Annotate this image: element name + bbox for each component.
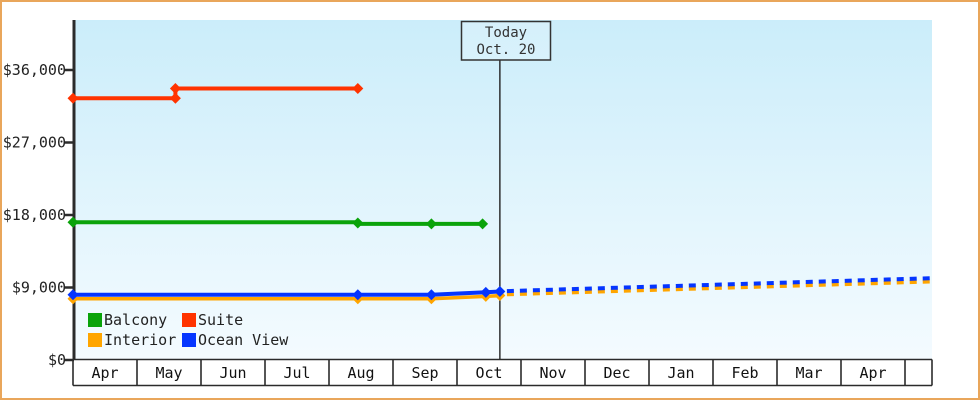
y-axis-label: $9,000 bbox=[12, 279, 66, 297]
month-label: Feb bbox=[731, 364, 758, 382]
legend-item-suite: Suite bbox=[182, 310, 288, 330]
y-axis-label: $0 bbox=[48, 351, 66, 369]
data-point-suite bbox=[169, 92, 181, 104]
y-axis-label: $27,000 bbox=[3, 134, 66, 152]
month-label: Apr bbox=[91, 364, 118, 382]
month-label: Sep bbox=[411, 364, 438, 382]
legend-item-interior: Interior bbox=[88, 330, 182, 350]
y-axis-label: $18,000 bbox=[3, 206, 66, 224]
ocean-view-color-swatch bbox=[182, 333, 196, 347]
data-point-balcony bbox=[67, 216, 79, 228]
month-label: Nov bbox=[539, 364, 566, 382]
legend-label-ocean-view: Ocean View bbox=[198, 331, 289, 349]
balcony-color-swatch bbox=[88, 313, 102, 327]
today-date-label: Oct. 20 bbox=[476, 42, 535, 58]
month-label: May bbox=[155, 364, 182, 382]
data-point-ocean-view bbox=[480, 286, 492, 298]
plot-background bbox=[73, 20, 932, 359]
month-label: Dec bbox=[603, 364, 630, 382]
legend-label-balcony: Balcony bbox=[104, 311, 168, 329]
month-label: Oct bbox=[475, 364, 502, 382]
month-label: Jul bbox=[283, 364, 310, 382]
data-point-balcony bbox=[352, 217, 364, 229]
data-point-ocean-view bbox=[352, 289, 364, 301]
data-point-balcony bbox=[425, 218, 437, 230]
today-label: Today bbox=[485, 25, 527, 41]
month-label: Jan bbox=[667, 364, 694, 382]
month-label: Apr bbox=[859, 364, 886, 382]
legend-item-ocean-view: Ocean View bbox=[182, 330, 288, 350]
data-point-ocean-view bbox=[425, 289, 437, 301]
legend-label-suite: Suite bbox=[198, 311, 244, 329]
data-point-ocean-view bbox=[67, 289, 79, 301]
data-point-suite bbox=[169, 83, 181, 95]
month-label: Mar bbox=[795, 364, 822, 382]
data-point-suite bbox=[67, 92, 79, 104]
forecast-line-ocean-view-forecast bbox=[506, 276, 931, 294]
price-legend: Balcony Suite Interior Ocean View bbox=[88, 310, 288, 350]
data-point-balcony bbox=[477, 218, 489, 230]
month-label: Jun bbox=[219, 364, 246, 382]
data-point-ocean-view bbox=[494, 286, 506, 298]
legend-label-interior: Interior bbox=[104, 331, 177, 349]
interior-color-swatch bbox=[88, 333, 102, 347]
forecast-line-interior-forecast bbox=[506, 279, 931, 297]
series-line-balcony bbox=[71, 220, 485, 226]
suite-color-swatch bbox=[182, 313, 196, 327]
month-label: Aug bbox=[347, 364, 374, 382]
data-point-suite bbox=[352, 83, 364, 95]
today-annotation-box bbox=[460, 20, 552, 61]
y-axis-label: $36,000 bbox=[3, 61, 66, 79]
legend-item-balcony: Balcony bbox=[88, 310, 182, 330]
